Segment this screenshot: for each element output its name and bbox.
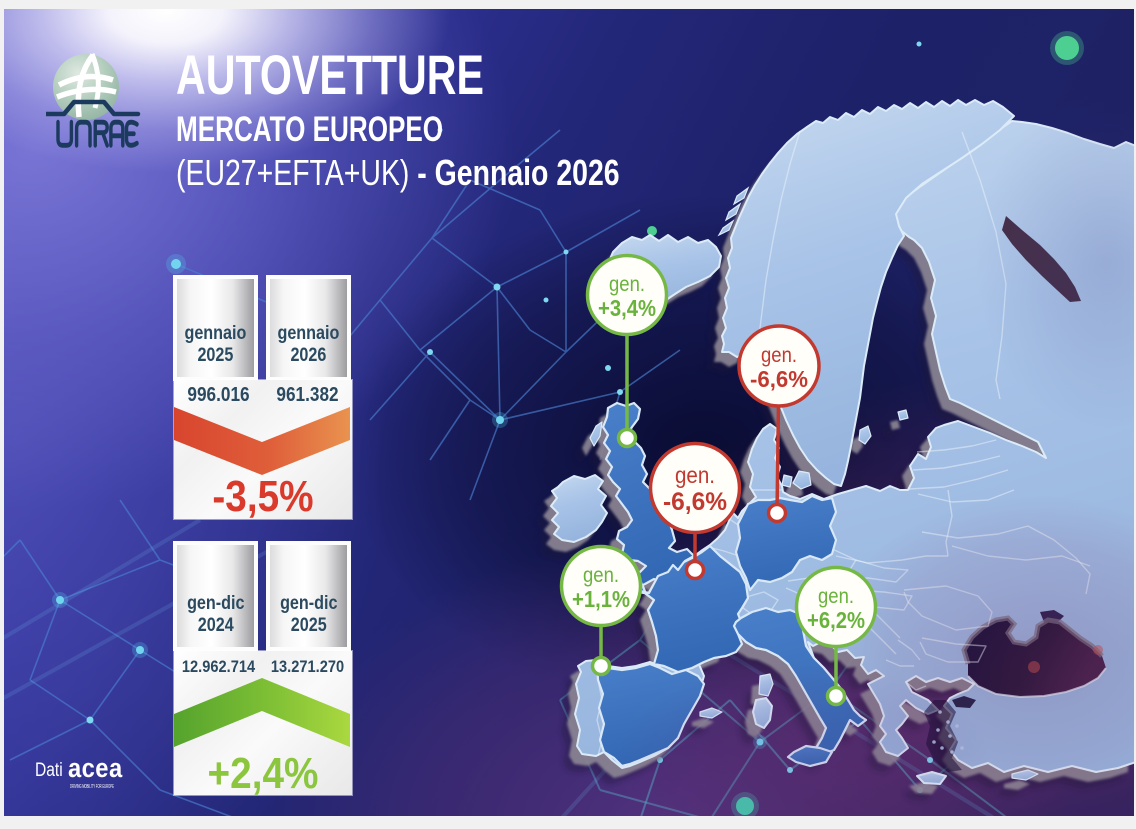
svg-text:gen.: gen. <box>761 344 797 367</box>
svg-text:+3,4%: +3,4% <box>598 295 656 321</box>
svg-text:gen.: gen. <box>583 564 619 587</box>
svg-text:-6,6%: -6,6% <box>663 488 727 516</box>
svg-text:-6,6%: -6,6% <box>750 366 808 392</box>
svg-text:gen.: gen. <box>675 462 715 488</box>
svg-text:+6,2%: +6,2% <box>807 607 865 633</box>
svg-text:+1,1%: +1,1% <box>572 586 630 612</box>
svg-text:gen.: gen. <box>818 585 854 608</box>
svg-text:gen.: gen. <box>609 273 645 296</box>
